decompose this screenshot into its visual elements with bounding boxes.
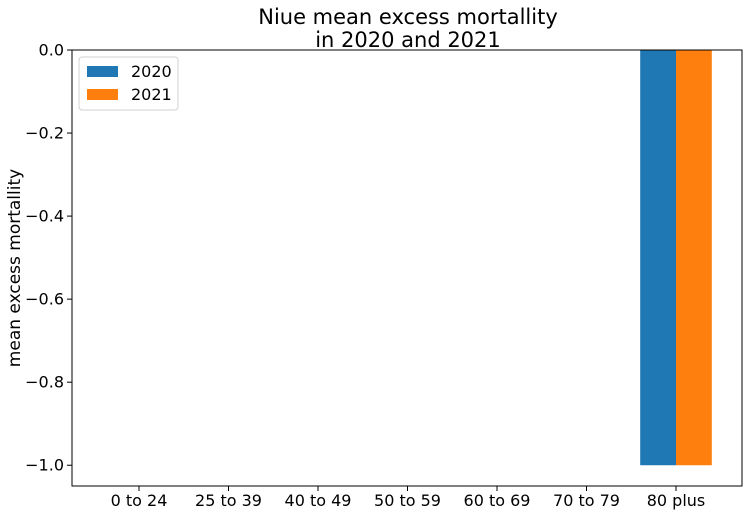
bars-layer	[640, 50, 712, 466]
x-tick-label: 70 to 79	[553, 491, 620, 510]
bar-2020-80-plus	[640, 50, 676, 466]
legend-label-2020: 2020	[131, 62, 172, 81]
legend: 2020 2021	[78, 56, 179, 111]
y-tick-label: −0.2	[25, 124, 64, 143]
legend-swatch-2021	[87, 89, 118, 100]
x-tick-label: 60 to 69	[464, 491, 531, 510]
chart-title-line-2: in 2020 and 2021	[315, 28, 501, 52]
x-tick-label: 80 plus	[647, 491, 706, 510]
y-tick-label: −1.0	[25, 456, 64, 475]
y-tick-label: −0.8	[25, 373, 64, 392]
x-tick-label: 25 to 39	[195, 491, 262, 510]
x-tick-label: 0 to 24	[111, 491, 168, 510]
bar-2021-80-plus	[676, 50, 712, 466]
chart-title-line-1: Niue mean excess mortallity	[258, 5, 558, 29]
x-tick-label: 40 to 49	[285, 491, 352, 510]
y-axis-label: mean excess mortallity	[5, 169, 25, 367]
legend-swatch-2020	[87, 66, 118, 77]
x-tick-label: 50 to 59	[374, 491, 441, 510]
y-axis-ticks: 0.0 −0.2 −0.4 −0.6 −0.8 −1.0	[25, 41, 72, 475]
plot-frame	[71, 49, 743, 487]
y-tick-label: −0.6	[25, 290, 64, 309]
legend-label-2021: 2021	[131, 85, 172, 104]
x-axis-ticks: 0 to 24 25 to 39 40 to 49 50 to 59 60 to 69 7…	[111, 486, 706, 510]
y-tick-label: 0.0	[39, 41, 64, 60]
y-tick-label: −0.4	[25, 207, 64, 226]
